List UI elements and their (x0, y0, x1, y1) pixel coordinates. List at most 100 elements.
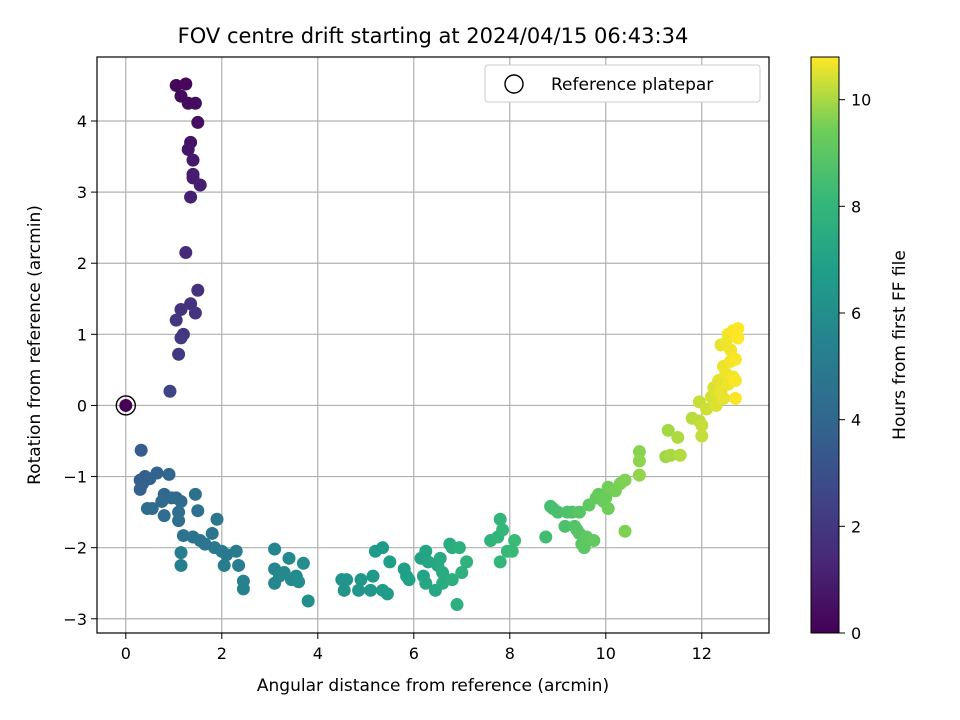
legend-label: Reference platepar (551, 75, 713, 95)
y-tick-label: 3 (77, 183, 87, 202)
data-point (292, 575, 306, 589)
data-point (505, 544, 519, 558)
data-point (402, 573, 416, 587)
data-point (229, 544, 243, 558)
data-point (577, 541, 591, 555)
data-point (186, 153, 200, 167)
data-point (354, 573, 368, 587)
x-axis-ticks: 0 2 4 6 8 10 12 (121, 633, 712, 663)
data-point (205, 526, 219, 540)
data-point (455, 566, 469, 580)
data-point (460, 555, 474, 569)
data-point (671, 430, 685, 444)
data-point (731, 322, 745, 336)
data-point (157, 509, 171, 523)
data-point (232, 558, 246, 572)
colorbar-tick-label: 2 (851, 517, 861, 536)
data-point (340, 573, 354, 587)
data-point (632, 445, 646, 459)
x-tick-label: 12 (692, 644, 712, 663)
data-point (191, 115, 205, 129)
data-point (632, 454, 646, 468)
data-point (174, 546, 188, 560)
data-point (419, 576, 433, 590)
data-point (731, 331, 745, 345)
colorbar-tick-label: 8 (851, 197, 861, 216)
x-tick-label: 10 (596, 644, 616, 663)
y-tick-label: 1 (77, 325, 87, 344)
data-point (728, 391, 742, 405)
data-point (176, 529, 190, 543)
data-point (188, 306, 202, 320)
legend-box (484, 64, 761, 103)
data-point (169, 313, 183, 327)
data-point (155, 494, 169, 508)
colorbar: 0 2 4 6 8 10 Hours from first FF file (810, 56, 910, 643)
data-point (174, 558, 188, 572)
x-tick-label: 8 (505, 644, 515, 663)
data-point (133, 482, 147, 496)
data-point (695, 429, 709, 443)
data-point (217, 558, 231, 572)
y-axis-label: Rotation from reference (arcmin) (25, 205, 45, 485)
y-tick-label: 2 (77, 254, 87, 273)
x-tick-label: 4 (313, 644, 323, 663)
data-point (599, 491, 613, 505)
data-point (172, 514, 186, 528)
data-point (433, 551, 447, 565)
data-point (376, 541, 390, 555)
data-point (728, 374, 742, 388)
data-point (188, 96, 202, 110)
colorbar-gradient (810, 56, 840, 634)
data-point (493, 555, 507, 569)
data-point (301, 594, 315, 608)
data-point (188, 487, 202, 501)
data-point (174, 494, 188, 508)
data-point (140, 502, 154, 516)
y-tick-label: −2 (63, 539, 87, 558)
data-point (716, 391, 730, 405)
reference-point-fill (119, 398, 133, 412)
data-point (210, 512, 224, 526)
data-point (383, 555, 397, 569)
data-point (174, 302, 188, 316)
colorbar-tick-label: 10 (851, 91, 871, 110)
data-point (268, 542, 282, 556)
data-point (181, 142, 195, 156)
y-tick-label: 4 (77, 112, 87, 131)
x-tick-label: 6 (409, 644, 419, 663)
data-point (172, 347, 186, 361)
data-point (352, 583, 366, 597)
data-point (632, 468, 646, 482)
data-point (162, 467, 176, 481)
data-point (150, 466, 164, 480)
data-point (618, 524, 632, 538)
data-point (539, 530, 553, 544)
data-point (572, 505, 586, 519)
legend-marker-icon (504, 74, 524, 94)
data-point (493, 512, 507, 526)
data-point (366, 569, 380, 583)
data-point (179, 77, 193, 91)
data-point (445, 573, 459, 587)
data-point (587, 534, 601, 548)
data-point (436, 566, 450, 580)
data-point (191, 504, 205, 518)
x-axis-label: Angular distance from reference (arcmin) (257, 676, 609, 696)
data-point (661, 423, 675, 437)
data-point (236, 582, 250, 596)
data-point (174, 331, 188, 345)
data-point (337, 583, 351, 597)
data-point (169, 78, 183, 92)
data-point (179, 246, 193, 260)
data-point (191, 283, 205, 297)
data-point (193, 178, 207, 192)
data-point (380, 587, 394, 601)
data-point (419, 544, 433, 558)
chart-title: FOV centre drift starting at 2024/04/15 … (178, 24, 689, 48)
data-point (551, 505, 565, 519)
grid (97, 57, 769, 633)
data-point (601, 502, 615, 516)
y-tick-label: −1 (63, 468, 87, 487)
plot-frame (96, 56, 770, 634)
